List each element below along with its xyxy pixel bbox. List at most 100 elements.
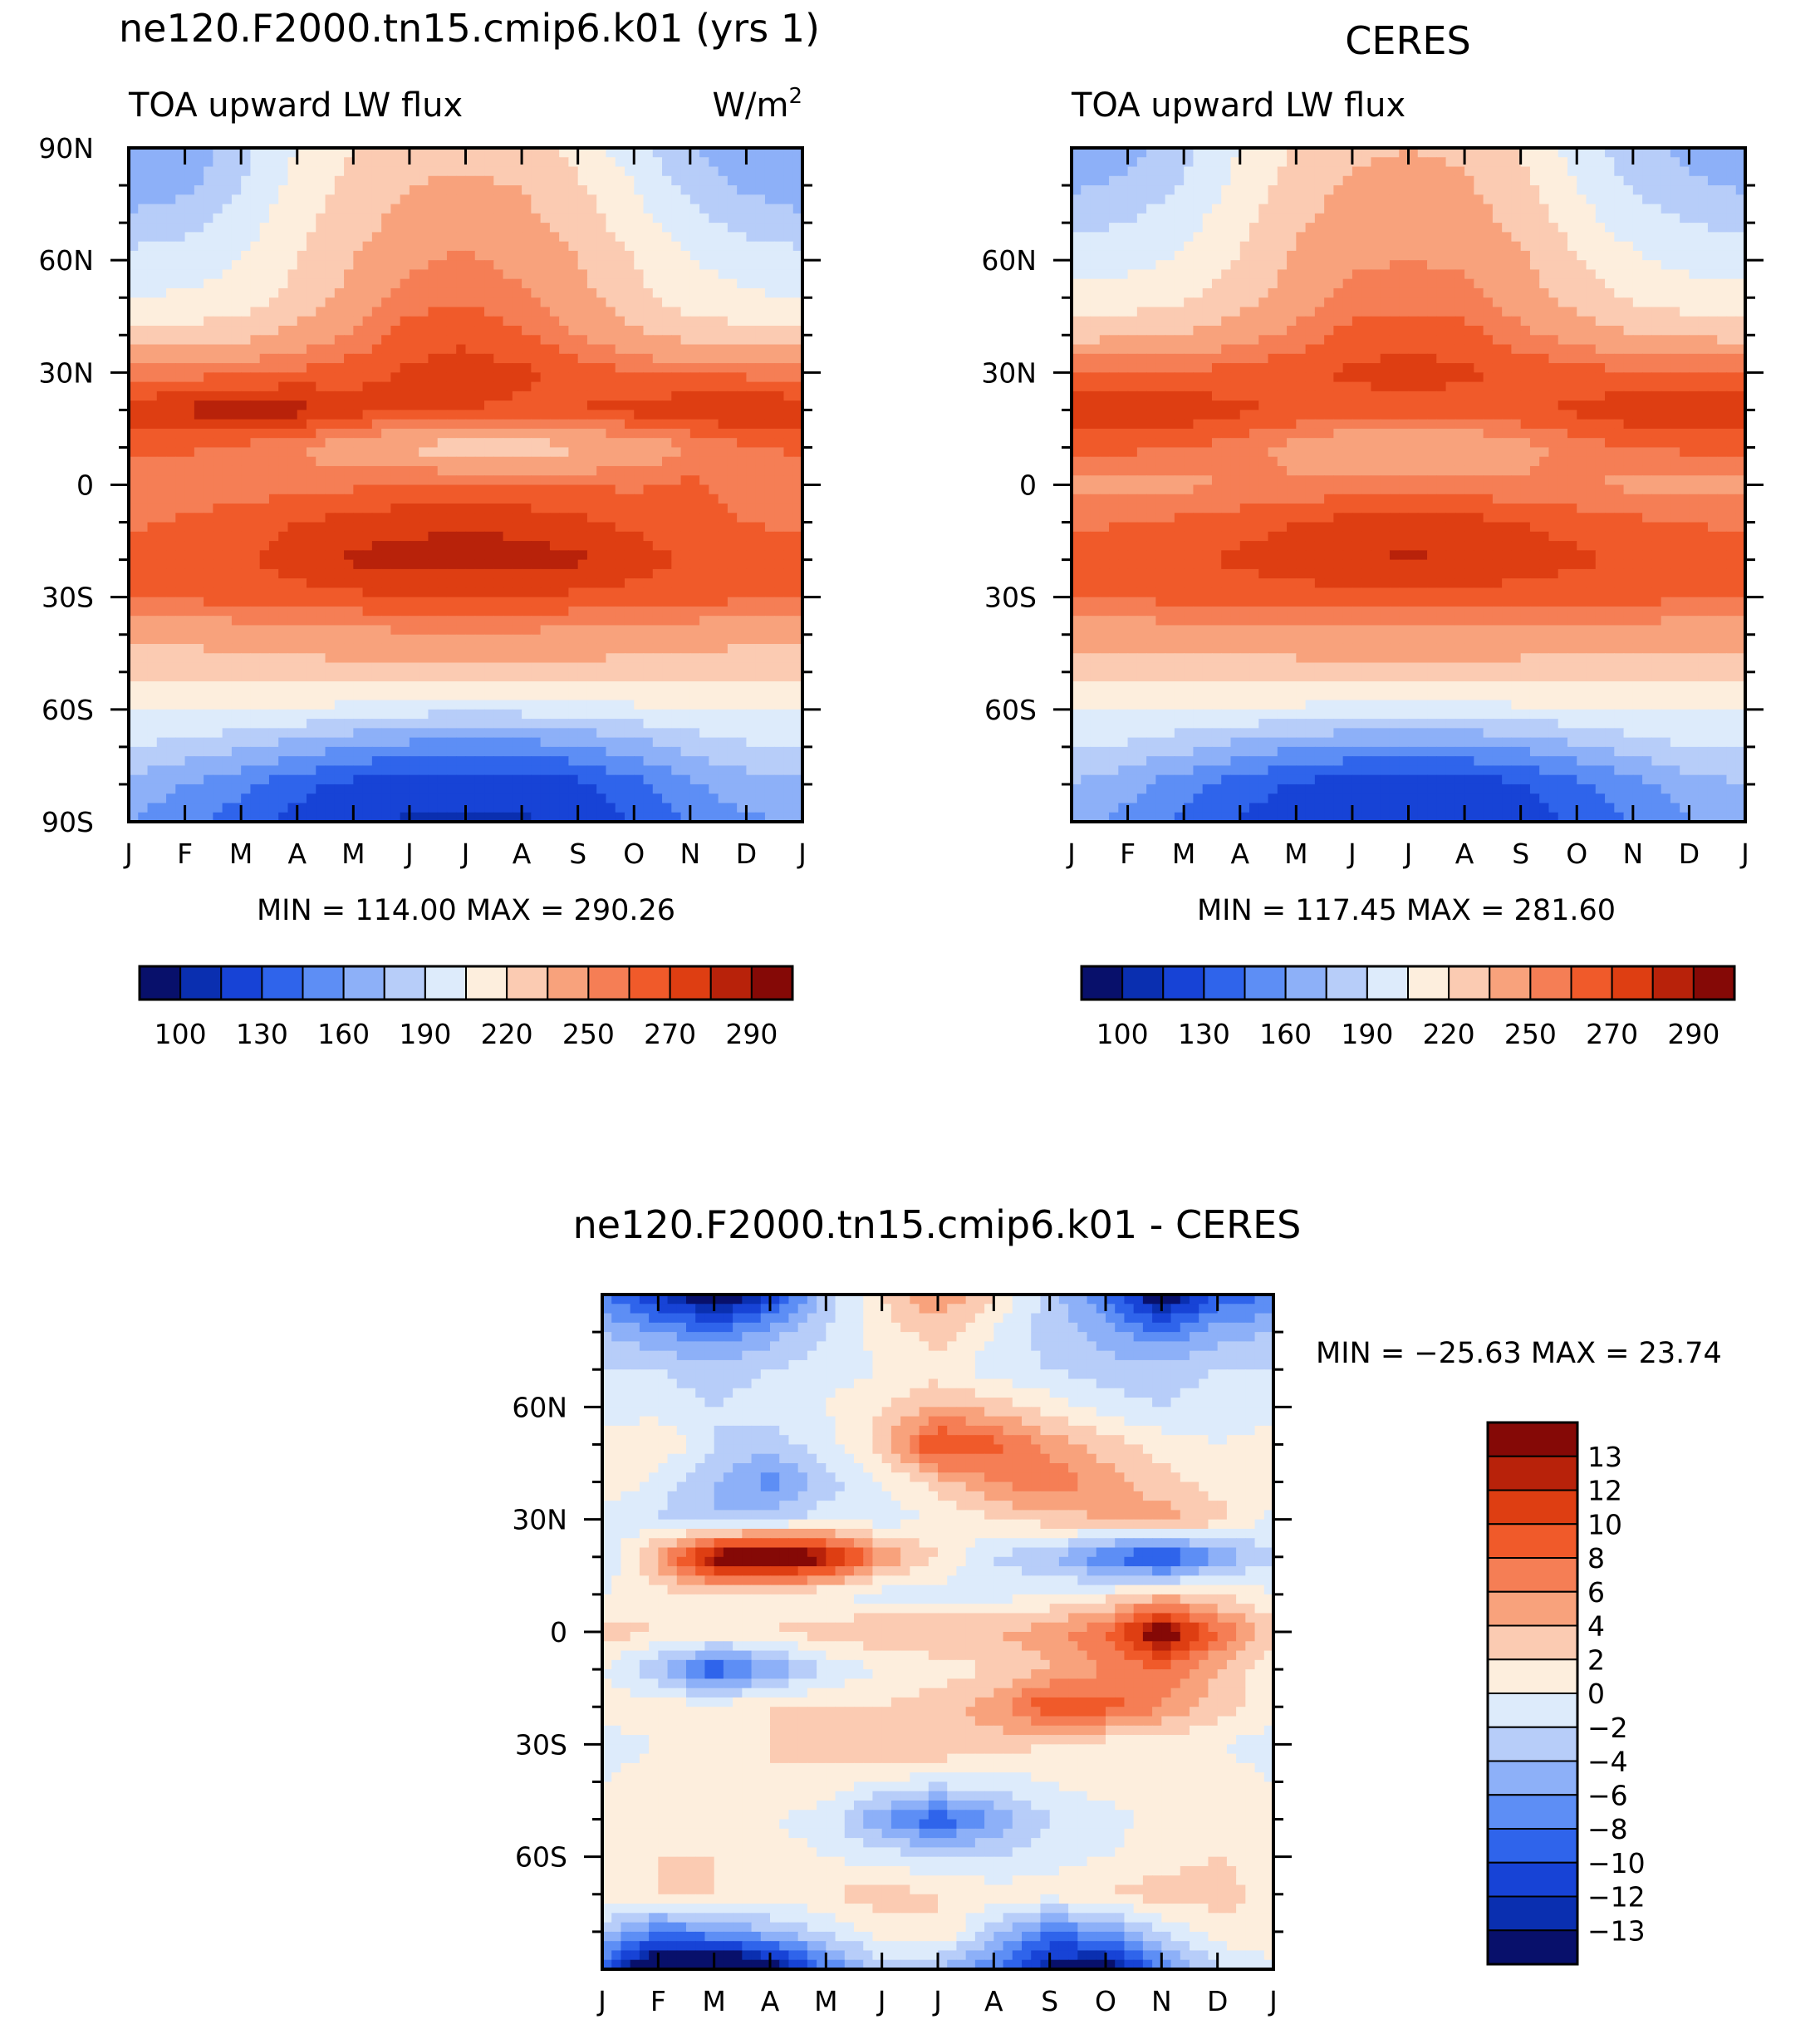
heatmap-cell [484, 307, 494, 317]
heatmap-cell [549, 326, 560, 336]
heatmap-cell [503, 260, 513, 271]
heatmap-cell [484, 728, 494, 739]
heatmap-cell [316, 447, 326, 458]
heatmap-cell [222, 185, 233, 195]
heatmap-cell [643, 550, 654, 561]
heatmap-cell [204, 531, 213, 542]
heatmap-cell [390, 363, 401, 373]
heatmap-cell [381, 269, 391, 280]
heatmap-cell [409, 700, 419, 710]
heatmap-cell [250, 297, 261, 308]
heatmap-cell [652, 157, 663, 168]
heatmap-cell [549, 204, 560, 214]
heatmap-cell [409, 606, 419, 617]
heatmap-cell [764, 690, 775, 701]
heatmap-cell [783, 737, 794, 748]
heatmap-cell [166, 185, 176, 195]
heatmap-cell [615, 671, 625, 682]
heatmap-cell [737, 559, 748, 570]
heatmap-cell [727, 428, 738, 439]
heatmap-cell [362, 784, 373, 794]
heatmap-cell [709, 681, 719, 691]
heatmap-cell [381, 400, 391, 410]
heatmap-cell [549, 269, 560, 280]
heatmap-cell [699, 719, 709, 729]
heatmap-cell [596, 559, 607, 570]
heatmap-cell [549, 297, 560, 308]
heatmap-cell [559, 616, 569, 626]
heatmap-cell [465, 410, 476, 420]
heatmap-cell [250, 307, 261, 317]
heatmap-cell [222, 728, 233, 739]
heatmap-cell [241, 204, 252, 214]
heatmap-cell [138, 232, 149, 243]
heatmap-cell [204, 568, 213, 579]
heatmap-cell [568, 709, 579, 720]
heatmap-cell [783, 746, 794, 757]
heatmap-cell [586, 616, 597, 626]
heatmap-cell [175, 232, 186, 243]
heatmap-cell [689, 428, 700, 439]
heatmap-cell [259, 278, 270, 289]
heatmap-cell [568, 175, 579, 186]
heatmap-cell [792, 737, 803, 748]
heatmap-cell [699, 428, 709, 439]
heatmap-cell [344, 353, 354, 364]
heatmap-cell [222, 765, 233, 776]
heatmap-cell [680, 568, 691, 579]
heatmap-cell [184, 681, 195, 691]
heatmap-cell [437, 353, 448, 364]
heatmap-cell [204, 419, 213, 430]
heatmap-cell [774, 157, 785, 168]
heatmap-cell [577, 475, 588, 486]
heatmap-cell [390, 643, 401, 654]
heatmap-cell [792, 671, 803, 682]
heatmap-cell [746, 784, 757, 794]
heatmap-cell [147, 223, 158, 233]
heatmap-cell [512, 625, 522, 636]
heatmap-cell [512, 737, 522, 748]
heatmap-cell [316, 166, 326, 177]
heatmap-cell [531, 709, 542, 720]
heatmap-cell [446, 597, 457, 607]
heatmap-cell [231, 391, 242, 401]
heatmap-cell [503, 307, 513, 317]
heatmap-cell [737, 297, 748, 308]
heatmap-cell [737, 250, 748, 261]
heatmap-cell [138, 428, 149, 439]
heatmap-cell [522, 578, 532, 588]
heatmap-cell [446, 307, 457, 317]
heatmap-cell [381, 372, 391, 383]
heatmap-cell [662, 774, 672, 785]
heatmap-cell [465, 737, 476, 748]
heatmap-cell [577, 260, 588, 271]
heatmap-cell [465, 504, 476, 513]
heatmap-cell [287, 447, 298, 458]
heatmap-cell [764, 419, 775, 430]
heatmap-cell [307, 597, 316, 607]
heatmap-cell [156, 391, 167, 401]
heatmap-cell [353, 353, 364, 364]
heatmap-cell [474, 690, 485, 701]
heatmap-cell [297, 728, 307, 739]
heatmap-cell [362, 494, 373, 504]
heatmap-cell [531, 774, 542, 785]
heatmap-cell [259, 653, 270, 664]
heatmap-cell [783, 278, 794, 289]
heatmap-cell [344, 185, 354, 195]
heatmap-cell [746, 287, 757, 298]
heatmap-cell [727, 223, 738, 233]
heatmap-cell [493, 681, 504, 691]
heatmap-cell [371, 774, 382, 785]
heatmap-cell [522, 250, 532, 261]
heatmap-cell [493, 597, 504, 607]
heatmap-cell [194, 578, 204, 588]
heatmap-cell [184, 260, 195, 271]
heatmap-cell [241, 709, 252, 720]
heatmap-cell [493, 166, 504, 177]
heatmap-cell [549, 241, 560, 252]
heatmap-cell [540, 287, 551, 298]
heatmap-cell [316, 559, 326, 570]
heatmap-cell [437, 363, 448, 373]
heatmap-cell [737, 419, 748, 430]
